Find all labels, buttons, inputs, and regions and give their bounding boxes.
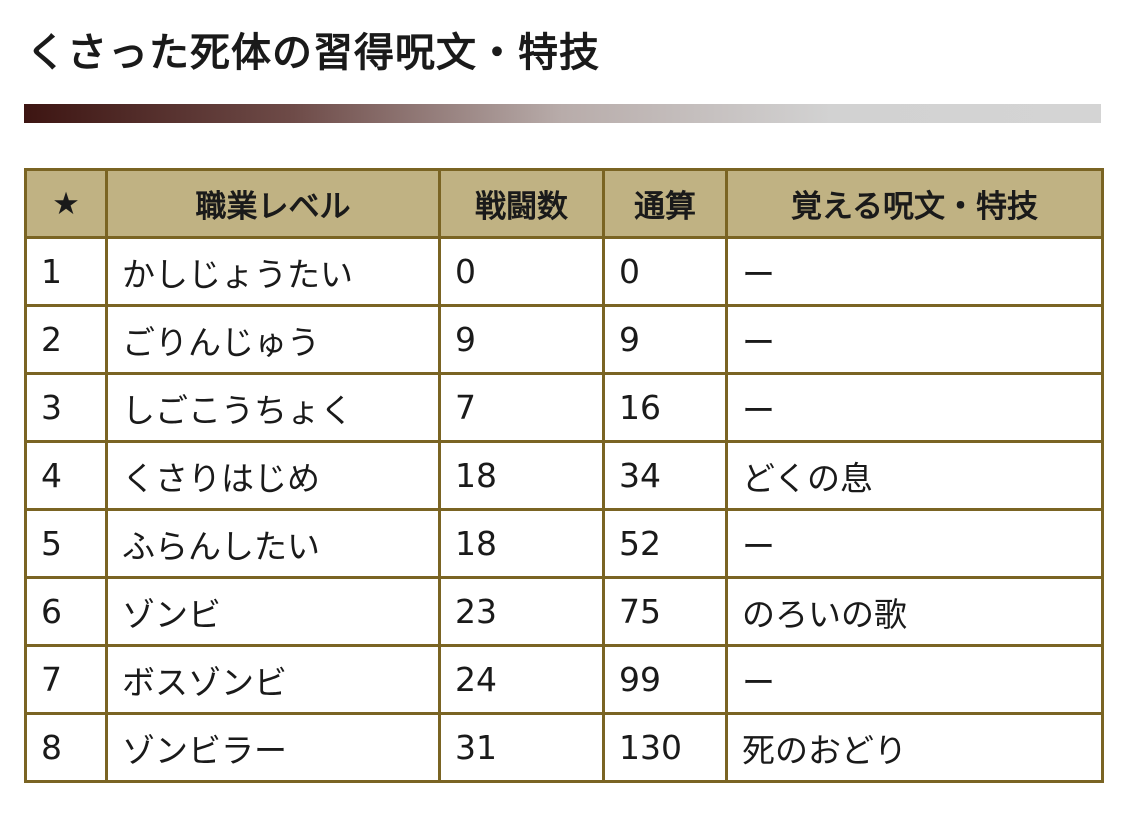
cell-level: 6 bbox=[24, 576, 108, 647]
cell-job-title: かしじょうたい bbox=[105, 236, 441, 307]
cell-job-title: くさりはじめ bbox=[105, 440, 441, 511]
cell-battles: 9 bbox=[438, 304, 605, 375]
cell-level: 8 bbox=[24, 712, 108, 783]
header-learned-skills: 覚える呪文・特技 bbox=[725, 168, 1104, 239]
cell-job-title: ふらんしたい bbox=[105, 508, 441, 579]
cell-total: 130 bbox=[602, 712, 728, 783]
cell-total: 34 bbox=[602, 440, 728, 511]
cell-skill: のろいの歌 bbox=[725, 576, 1104, 647]
cell-total: 16 bbox=[602, 372, 728, 443]
cell-total: 75 bbox=[602, 576, 728, 647]
table-row: 7 ボスゾンビ 24 99 ー bbox=[24, 644, 1104, 715]
cell-skill: ー bbox=[725, 372, 1104, 443]
table-row: 2 ごりんじゅう 9 9 ー bbox=[24, 304, 1104, 375]
cell-job-title: ごりんじゅう bbox=[105, 304, 441, 375]
skills-table: ★ 職業レベル 戦闘数 通算 覚える呪文・特技 1 かしじょうたい 0 0 ー … bbox=[24, 168, 1104, 783]
table-row: 6 ゾンビ 23 75 のろいの歌 bbox=[24, 576, 1104, 647]
cell-battles: 23 bbox=[438, 576, 605, 647]
cell-battles: 31 bbox=[438, 712, 605, 783]
cell-skill: ー bbox=[725, 508, 1104, 579]
cell-battles: 18 bbox=[438, 508, 605, 579]
cell-battles: 18 bbox=[438, 440, 605, 511]
cell-job-title: ゾンビラー bbox=[105, 712, 441, 783]
cell-job-title: ゾンビ bbox=[105, 576, 441, 647]
cell-skill: どくの息 bbox=[725, 440, 1104, 511]
header-job-level: 職業レベル bbox=[105, 168, 441, 239]
cell-total: 99 bbox=[602, 644, 728, 715]
cell-total: 0 bbox=[602, 236, 728, 307]
header-battles: 戦闘数 bbox=[438, 168, 605, 239]
cell-battles: 24 bbox=[438, 644, 605, 715]
table-row: 1 かしじょうたい 0 0 ー bbox=[24, 236, 1104, 307]
cell-level: 5 bbox=[24, 508, 108, 579]
cell-skill: ー bbox=[725, 236, 1104, 307]
cell-total: 52 bbox=[602, 508, 728, 579]
cell-total: 9 bbox=[602, 304, 728, 375]
page-title: くさった死体の習得呪文・特技 bbox=[26, 30, 600, 76]
cell-level: 2 bbox=[24, 304, 108, 375]
cell-level: 3 bbox=[24, 372, 108, 443]
table-header-row: ★ 職業レベル 戦闘数 通算 覚える呪文・特技 bbox=[24, 168, 1104, 239]
table-row: 4 くさりはじめ 18 34 どくの息 bbox=[24, 440, 1104, 511]
title-divider bbox=[24, 104, 1101, 123]
header-total: 通算 bbox=[602, 168, 728, 239]
table-row: 3 しごこうちょく 7 16 ー bbox=[24, 372, 1104, 443]
cell-level: 4 bbox=[24, 440, 108, 511]
table-row: 8 ゾンビラー 31 130 死のおどり bbox=[24, 712, 1104, 783]
cell-level: 1 bbox=[24, 236, 108, 307]
table-row: 5 ふらんしたい 18 52 ー bbox=[24, 508, 1104, 579]
cell-battles: 0 bbox=[438, 236, 605, 307]
cell-level: 7 bbox=[24, 644, 108, 715]
cell-job-title: しごこうちょく bbox=[105, 372, 441, 443]
cell-skill: ー bbox=[725, 304, 1104, 375]
cell-skill: ー bbox=[725, 644, 1104, 715]
cell-skill: 死のおどり bbox=[725, 712, 1104, 783]
header-star: ★ bbox=[24, 168, 108, 239]
cell-battles: 7 bbox=[438, 372, 605, 443]
cell-job-title: ボスゾンビ bbox=[105, 644, 441, 715]
